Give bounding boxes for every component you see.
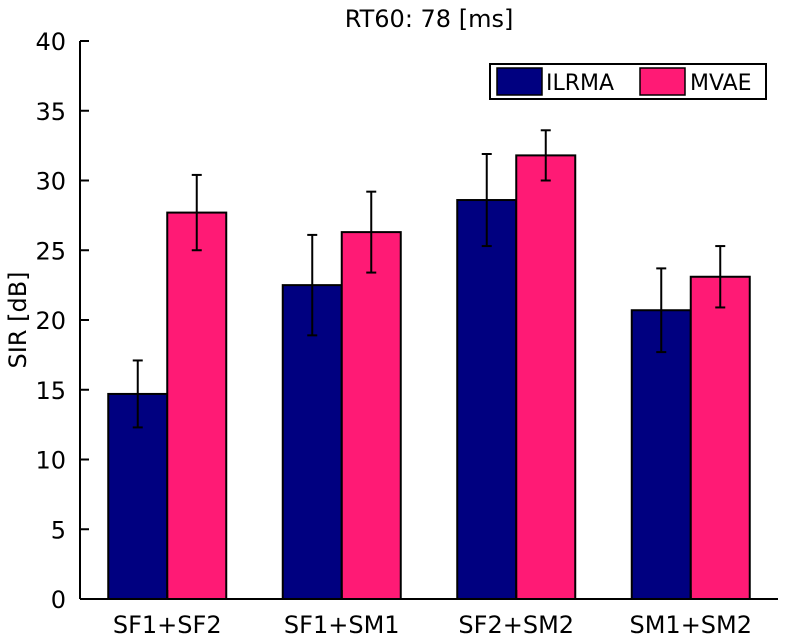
y-tick-label: 40 [35, 28, 66, 56]
y-tick-label: 25 [35, 237, 66, 265]
bar-ilrma [456, 199, 518, 600]
y-tick-label: 5 [51, 516, 66, 544]
y-tick-label: 0 [51, 586, 66, 614]
bar-mvae [166, 211, 228, 601]
plot-area: 0 5 10 15 20 25 30 35 40 SF1+SF2 SF1+SM1 SF2+SM2 SM1… [35, 28, 778, 639]
legend: ILRMA MVAE [489, 63, 767, 100]
bar-mvae [515, 154, 577, 600]
bar-mvae [689, 275, 751, 600]
y-tick-label: 10 [35, 447, 66, 475]
legend-swatch-ilrma [496, 67, 543, 96]
y-tick-label: 20 [35, 307, 66, 335]
x-tick-label: SM1+SM2 [629, 611, 752, 639]
bar-ilrma [630, 309, 692, 600]
bar-mvae [340, 231, 402, 601]
chart-title: RT60: 78 [ms] [345, 5, 514, 33]
legend-label-mvae: MVAE [690, 71, 752, 96]
x-tick-label: SF1+SM1 [284, 611, 400, 639]
y-tick-label: 30 [35, 168, 66, 196]
x-tick-label: SF1+SF2 [113, 611, 222, 639]
x-tick-label: SF2+SM2 [458, 611, 574, 639]
legend-label-ilrma: ILRMA [546, 71, 614, 96]
y-tick-label: 15 [35, 377, 66, 405]
y-axis-label: SIR [dB] [4, 271, 32, 368]
y-tick-label: 35 [35, 98, 66, 126]
legend-swatch-mvae [639, 67, 686, 96]
